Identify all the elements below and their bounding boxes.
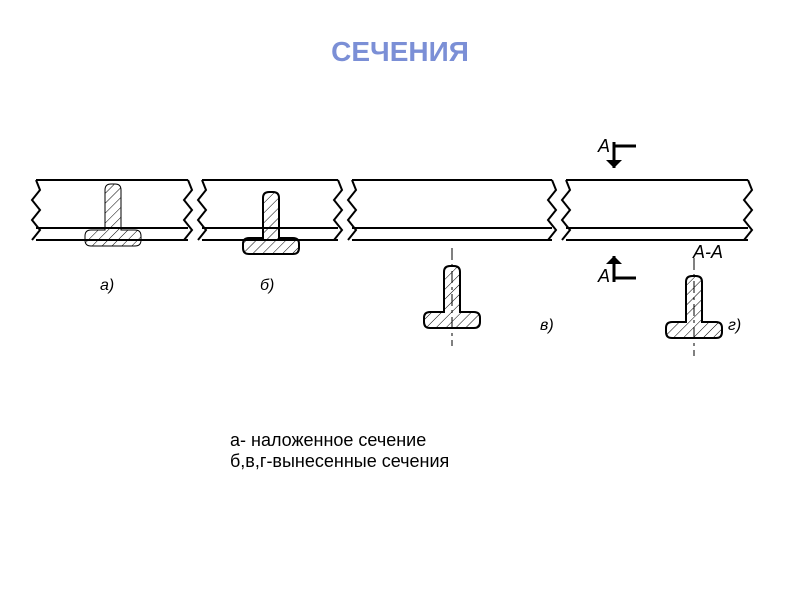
beam-segment-g: г) bbox=[562, 180, 752, 334]
page-title: СЕЧЕНИЯ bbox=[0, 36, 800, 68]
t-section-a bbox=[85, 184, 141, 246]
segment-label-a: а) bbox=[100, 277, 114, 294]
section-label-AA: А-А bbox=[692, 242, 723, 262]
arrow-label-top: A bbox=[597, 136, 610, 156]
segment-label-g: г) bbox=[728, 317, 741, 334]
segment-label-v: в) bbox=[540, 317, 554, 334]
caption-block: а- наложенное сечение б,в,г-вынесенные с… bbox=[230, 430, 449, 472]
t-section-b bbox=[243, 192, 299, 254]
cutting-plane-A: AA bbox=[597, 136, 636, 286]
t-section-g bbox=[666, 258, 722, 356]
t-section-v bbox=[424, 248, 480, 346]
arrow-label-bottom: A bbox=[597, 266, 610, 286]
segment-label-b: б) bbox=[260, 277, 274, 294]
